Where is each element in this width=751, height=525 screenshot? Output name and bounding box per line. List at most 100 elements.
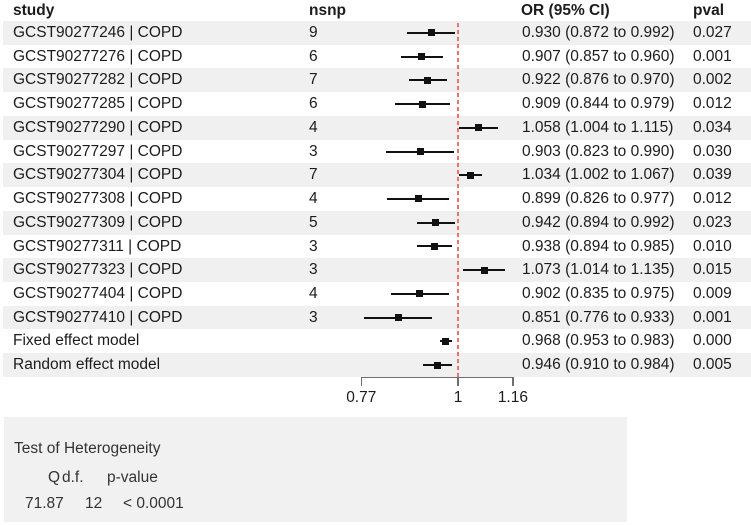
effect-marker <box>432 219 440 227</box>
pval-value: 0.034 <box>693 118 732 136</box>
study-label: GCST90277276 | COPD <box>13 47 183 65</box>
nsnp-value: 3 <box>309 142 318 160</box>
effect-marker <box>475 124 483 132</box>
table-row: GCST90277304 | COPD 7 1.034 (1.002 to 1.06… <box>3 163 751 188</box>
table-row: Random effect model 0.946 (0.910 to 0.984… <box>3 353 751 377</box>
nsnp-value: 3 <box>309 237 318 255</box>
or-ci-value: 1.073 (1.014 to 1.135) <box>522 261 675 279</box>
axis-tick <box>457 376 459 386</box>
study-label: Random effect model <box>13 356 161 374</box>
effect-marker <box>433 361 441 369</box>
or-ci-value: 0.922 (0.876 to 0.970) <box>522 71 675 89</box>
study-label: GCST90277304 | COPD <box>13 166 183 184</box>
effect-marker <box>430 242 438 250</box>
pval-value: 0.023 <box>693 213 732 231</box>
table-row: GCST90277246 | COPD 9 0.930 (0.872 to 0.99… <box>3 21 751 45</box>
axis-tick-label: 1.16 <box>497 388 528 406</box>
table-row: GCST90277285 | COPD 6 0.909 (0.844 to 0.97… <box>3 92 751 116</box>
nsnp-value: 3 <box>309 308 318 326</box>
study-label: GCST90277404 | COPD <box>13 285 183 303</box>
study-label: GCST90277308 | COPD <box>13 190 183 208</box>
or-ci-value: 0.903 (0.823 to 0.990) <box>522 142 675 160</box>
or-ci-value: 0.946 (0.910 to 0.984) <box>522 356 675 374</box>
heterogeneity-title: Test of Heterogeneity <box>14 440 161 457</box>
table-row: GCST90277311 | COPD 3 0.938 (0.894 to 0.98… <box>3 235 751 259</box>
nsnp-value: 5 <box>309 213 318 231</box>
table-row: GCST90277404 | COPD 4 0.902 (0.835 to 0.97… <box>3 282 751 306</box>
nsnp-value: 3 <box>309 261 318 279</box>
het-header-q: Q <box>48 469 61 486</box>
axis-tick-label: 1 <box>453 388 463 406</box>
pval-value: 0.001 <box>693 47 732 65</box>
effect-marker <box>466 171 474 179</box>
study-label: GCST90277246 | COPD <box>13 24 183 41</box>
het-header-df: d.f. <box>62 469 84 486</box>
study-label: GCST90277282 | COPD <box>13 71 183 89</box>
or-ci-value: 0.942 (0.894 to 0.992) <box>522 213 675 231</box>
table-row: GCST90277308 | COPD 4 0.899 (0.826 to 0.97… <box>3 187 751 211</box>
nsnp-value: 4 <box>309 118 318 136</box>
axis-line <box>361 376 513 379</box>
pval-value: 0.009 <box>693 285 732 303</box>
column-header-or-ci: OR (95% CI) <box>521 2 610 19</box>
nsnp-value: 6 <box>309 95 318 113</box>
study-label: GCST90277410 | COPD <box>13 308 183 326</box>
pval-value: 0.015 <box>693 261 732 279</box>
effect-marker <box>419 100 427 108</box>
study-label: GCST90277311 | COPD <box>13 237 182 255</box>
or-ci-value: 0.899 (0.826 to 0.977) <box>522 190 675 208</box>
table-row: Fixed effect model 0.968 (0.953 to 0.983)… <box>3 329 751 353</box>
or-ci-value: 0.938 (0.894 to 0.985) <box>522 237 675 255</box>
axis-tick-label: 0.77 <box>346 388 377 406</box>
nsnp-value: 6 <box>309 47 318 65</box>
nsnp-value: 9 <box>309 24 318 41</box>
effect-marker <box>424 76 432 84</box>
nsnp-value: 7 <box>309 71 318 89</box>
pval-value: 0.000 <box>693 332 732 350</box>
study-label: GCST90277285 | COPD <box>13 95 183 113</box>
effect-marker <box>394 314 402 322</box>
or-ci-value: 0.930 (0.872 to 0.992) <box>522 24 675 41</box>
table-row: GCST90277276 | COPD 6 0.907 (0.857 to 0.96… <box>3 45 751 69</box>
table-row: GCST90277323 | COPD 3 1.073 (1.014 to 1.13… <box>3 258 751 283</box>
table-row: GCST90277410 | COPD 3 0.851 (0.776 to 0.93… <box>3 305 751 330</box>
pval-value: 0.005 <box>693 356 732 374</box>
effect-marker <box>416 290 424 298</box>
effect-marker <box>442 337 450 345</box>
effect-marker <box>415 195 423 203</box>
or-ci-value: 1.058 (1.004 to 1.115) <box>522 118 674 136</box>
table-row: GCST90277290 | COPD 4 1.058 (1.004 to 1.11… <box>3 115 751 140</box>
het-value-pvalue: < 0.0001 <box>123 495 184 512</box>
column-header-nsnp: nsnp <box>309 2 347 19</box>
nsnp-value: 4 <box>309 190 318 208</box>
column-header-pval: pval <box>693 2 725 19</box>
or-ci-value: 0.902 (0.835 to 0.975) <box>522 285 675 303</box>
pval-value: 0.010 <box>693 237 732 255</box>
or-ci-value: 0.968 (0.953 to 0.983) <box>522 332 675 350</box>
table-row: GCST90277297 | COPD 3 0.903 (0.823 to 0.99… <box>3 140 751 164</box>
effect-marker <box>480 266 488 274</box>
pval-value: 0.012 <box>693 95 732 113</box>
pval-value: 0.039 <box>693 166 732 184</box>
reference-line <box>457 23 459 377</box>
het-header-pvalue: p-value <box>107 469 158 486</box>
het-value-df: 12 <box>85 495 103 512</box>
effect-marker <box>418 53 426 61</box>
study-label: GCST90277297 | COPD <box>13 142 183 160</box>
pval-value: 0.030 <box>693 142 732 160</box>
effect-marker <box>427 29 435 37</box>
or-ci-value: 1.034 (1.002 to 1.067) <box>522 166 675 184</box>
or-ci-value: 0.851 (0.776 to 0.933) <box>522 308 675 326</box>
effect-marker <box>416 148 424 155</box>
study-label: GCST90277309 | COPD <box>13 213 183 231</box>
or-ci-value: 0.909 (0.844 to 0.979) <box>522 95 675 113</box>
study-label: Fixed effect model <box>13 332 140 350</box>
column-header-study: study <box>13 2 55 19</box>
het-value-q: 71.87 <box>25 495 64 512</box>
nsnp-value: 7 <box>309 166 318 184</box>
study-label: GCST90277323 | COPD <box>13 261 183 279</box>
nsnp-value: 4 <box>309 285 318 303</box>
pval-value: 0.001 <box>693 308 732 326</box>
axis-tick <box>512 376 514 386</box>
